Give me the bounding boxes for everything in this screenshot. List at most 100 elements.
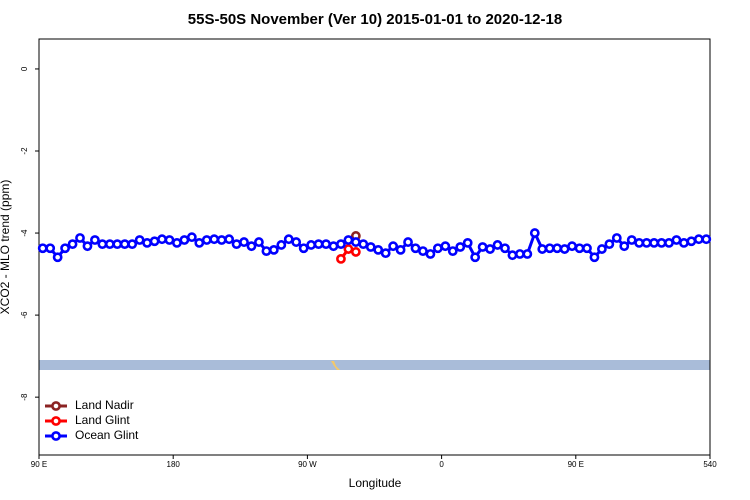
y-tick-label: -4 [20,229,29,237]
data-point [104,239,115,250]
data-point [552,243,563,254]
data-point [239,237,249,247]
data-point [514,249,525,259]
data-point [67,239,78,250]
data-point [60,243,70,254]
data-point [462,237,473,248]
data-point [97,239,108,250]
data-point [157,234,167,245]
data-point [395,244,406,255]
data-point [373,244,384,255]
data-point [626,235,637,245]
data-point [671,235,682,245]
data-point [686,236,697,247]
data-point [529,228,540,238]
x-tick-label: 540 [703,460,717,469]
data-point [440,241,451,252]
y-tick-label: -6 [20,311,29,319]
data-point [500,243,510,254]
data-point [283,234,294,245]
data-point [231,239,242,250]
data-point [604,239,615,250]
data-point [328,241,339,252]
data-point [90,235,100,245]
data-point [194,237,205,248]
x-tick-label: 90 E [31,460,47,469]
data-point [619,241,630,252]
data-point [432,243,443,254]
data-point [589,252,600,263]
y-axis-label: XCO2 - MLO trend (ppm) [0,180,12,315]
data-point [664,237,674,248]
x-tick-label: 180 [167,460,181,469]
data-point [485,244,495,254]
map-strip [39,360,710,370]
x-tick-label: 90 W [298,460,317,469]
data-point [216,235,227,245]
data-point [492,240,503,250]
data-point [142,237,153,248]
data-point [52,252,63,263]
data-point [336,253,346,264]
data-point [522,249,533,259]
data-point [470,252,481,263]
x-tick-label: 90 E [568,460,584,469]
data-point [343,244,354,254]
data-point [350,237,361,247]
data-point [172,237,182,248]
data-point [149,236,160,247]
data-point [45,243,56,254]
y-tick-label: -2 [20,147,29,155]
data-point [321,239,331,250]
data-point [507,250,518,261]
data-point [75,233,85,243]
data-point [410,243,421,254]
data-point [291,237,302,247]
data-point [119,239,130,250]
data-point [276,240,287,250]
data-point [701,234,712,245]
legend-label: Ocean Glint [75,428,139,442]
data-point [559,244,570,254]
data-point [261,246,272,257]
legend-label: Land Glint [75,413,130,427]
data-point [634,237,645,248]
data-point [596,244,607,254]
data-point [544,243,555,254]
data-point [656,237,667,248]
data-point [567,241,577,252]
data-point [313,239,324,250]
data-point [336,239,346,250]
data-point [224,234,235,245]
data-point [649,237,659,248]
data-point [582,243,592,254]
data-point [134,235,145,245]
x-tick-label: 0 [439,460,444,469]
data-point [343,235,354,245]
data-point [447,246,458,257]
data-point [112,239,123,250]
data-point [693,234,704,245]
data-point [403,237,413,247]
data-point [455,242,466,252]
y-tick-label: -8 [20,393,29,401]
data-point [254,237,264,247]
data-point [179,235,190,245]
data-point [365,242,376,252]
legend-label: Land Nadir [75,398,134,412]
data-point [127,239,138,250]
data-point [679,237,689,248]
data-point [641,237,652,248]
data-point [201,235,212,245]
data-point [164,235,175,245]
data-point [418,246,428,257]
data-point [574,243,585,254]
data-point [209,234,220,245]
data-point [37,243,48,254]
legend-marker [51,416,61,426]
data-point [380,248,391,259]
data-point [350,247,361,257]
data-point [82,241,93,252]
data-point [306,240,317,250]
